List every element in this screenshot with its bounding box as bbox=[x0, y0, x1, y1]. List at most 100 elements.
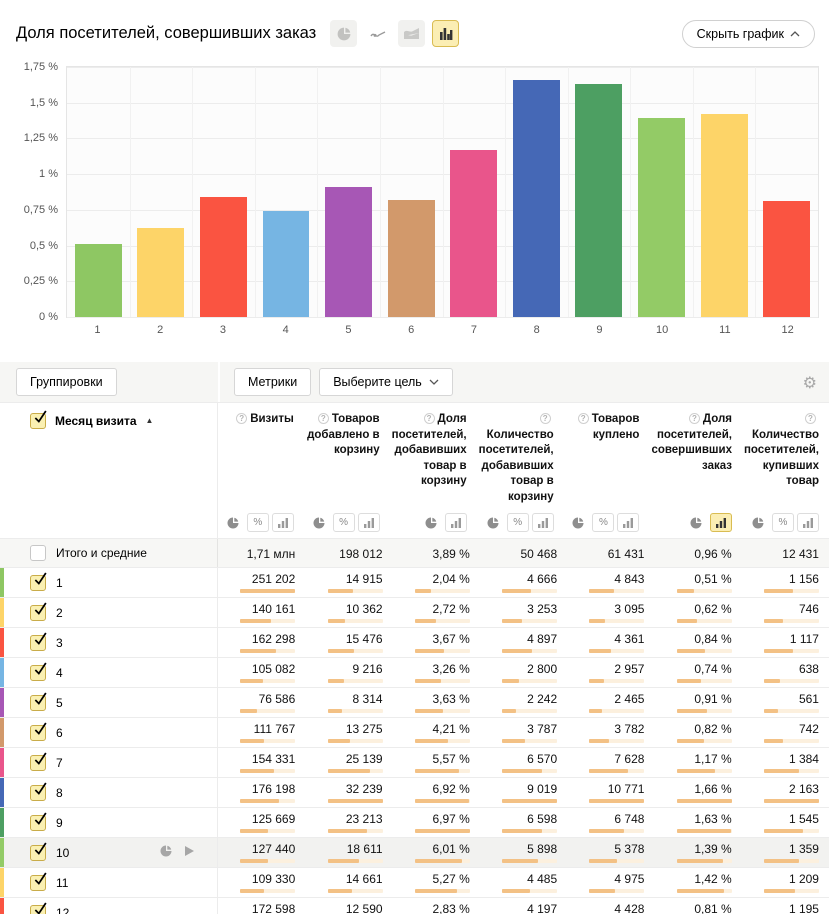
row-checkbox[interactable] bbox=[30, 572, 47, 591]
row-checkbox[interactable] bbox=[30, 692, 47, 711]
hide-chart-button[interactable]: Скрыть график bbox=[681, 19, 815, 48]
help-icon[interactable]: ? bbox=[539, 413, 551, 424]
bar-month-2[interactable] bbox=[137, 228, 185, 317]
table-row[interactable]: 10 127 440 18 611 6,01 % 5 898 5 378 1,39 % 1 3… bbox=[0, 837, 829, 868]
metric-percent-toggle-icon[interactable]: % bbox=[506, 513, 529, 533]
metric-value: 3 095 bbox=[614, 602, 645, 617]
metric-value: 23 213 bbox=[345, 812, 383, 827]
metric-cell: 0,51 % bbox=[654, 568, 741, 597]
table-row[interactable]: 3 162 298 15 476 3,67 % 4 897 4 361 0,84 % 1 11… bbox=[0, 627, 829, 658]
bar-month-7[interactable] bbox=[450, 149, 498, 317]
row-checkbox[interactable] bbox=[30, 842, 47, 861]
metric-cell: 32 239 bbox=[305, 778, 392, 807]
metric-bar-toggle-icon[interactable] bbox=[357, 513, 380, 533]
help-icon[interactable]: ? bbox=[423, 413, 435, 424]
row-checkbox[interactable] bbox=[30, 632, 47, 651]
bar-month-5[interactable] bbox=[325, 187, 373, 317]
row-checkbox[interactable] bbox=[30, 722, 47, 741]
metric-bar-toggle-icon[interactable] bbox=[531, 513, 554, 533]
metric-mini-bar bbox=[589, 799, 645, 804]
metric-percent-toggle-icon[interactable]: % bbox=[246, 513, 269, 533]
table-row[interactable]: 2 140 161 10 362 2,72 % 3 253 3 095 0,62 % 746 bbox=[0, 597, 829, 628]
metric-percent-toggle-icon[interactable]: % bbox=[772, 513, 794, 533]
bar-month-9[interactable] bbox=[575, 84, 623, 317]
metric-pie-toggle-icon[interactable] bbox=[685, 513, 707, 532]
bar-month-10[interactable] bbox=[638, 118, 685, 317]
bar-month-6[interactable] bbox=[387, 199, 435, 317]
metric-bar-toggle-icon[interactable] bbox=[617, 513, 640, 533]
settings-gear-icon[interactable]: ⚙ bbox=[802, 372, 817, 392]
table-row[interactable]: 8 176 198 32 239 6,92 % 9 019 10 771 1,66 % 2 1… bbox=[0, 777, 829, 808]
metric-pie-toggle-icon[interactable] bbox=[420, 513, 442, 532]
metrics-button[interactable]: Метрики bbox=[234, 368, 312, 396]
totals-checkbox[interactable] bbox=[30, 545, 46, 562]
metric-percent-toggle-icon[interactable]: % bbox=[592, 513, 615, 533]
row-checkbox[interactable] bbox=[30, 782, 47, 801]
metric-bar-toggle-icon[interactable] bbox=[709, 513, 732, 533]
metric-mini-bar bbox=[589, 589, 645, 594]
metric-pie-toggle-icon[interactable] bbox=[747, 513, 769, 532]
metric-cell: 561 bbox=[742, 688, 829, 717]
help-icon[interactable]: ? bbox=[317, 413, 329, 424]
row-month-label: 8 bbox=[56, 785, 63, 800]
metric-mini-bar bbox=[676, 769, 732, 774]
table-row[interactable]: 11 109 330 14 661 5,27 % 4 485 4 975 1,42 % 1 2… bbox=[0, 867, 829, 898]
metric-cell: 251 202 bbox=[218, 568, 305, 597]
metric-mini-bar bbox=[414, 769, 470, 774]
row-checkbox[interactable] bbox=[30, 752, 47, 771]
bar-month-12[interactable] bbox=[763, 201, 811, 317]
metric-pie-toggle-icon[interactable] bbox=[222, 513, 244, 532]
bar-month-1[interactable] bbox=[74, 244, 122, 317]
metric-bar-toggle-icon[interactable] bbox=[271, 513, 294, 533]
x-axis-tick-label: 9 bbox=[596, 324, 603, 336]
table-row[interactable]: 5 76 586 8 314 3,63 % 2 242 2 465 0,91 % 561 bbox=[0, 687, 829, 718]
metric-mini-bar bbox=[676, 589, 732, 594]
bar-month-4[interactable] bbox=[262, 211, 310, 317]
table-row[interactable]: 6 111 767 13 275 4,21 % 3 787 3 782 0,82 % 742 bbox=[0, 717, 829, 748]
metric-cell: 4 843 bbox=[567, 568, 654, 597]
metric-pie-toggle-icon[interactable] bbox=[567, 513, 589, 532]
sort-asc-icon[interactable]: ▲ bbox=[145, 416, 154, 425]
metric-cell: 1 209 bbox=[742, 868, 829, 897]
pie-chart-icon[interactable] bbox=[160, 844, 172, 862]
bar-chart-icon[interactable] bbox=[432, 20, 460, 47]
line-chart-icon[interactable] bbox=[364, 20, 391, 47]
metric-pie-toggle-icon[interactable] bbox=[482, 513, 504, 532]
table-row[interactable]: 9 125 669 23 213 6,97 % 6 598 6 748 1,63 % 1 54… bbox=[0, 807, 829, 838]
drilldown-play-icon[interactable] bbox=[184, 844, 195, 862]
row-checkbox[interactable] bbox=[30, 872, 47, 891]
metric-pie-toggle-icon[interactable] bbox=[308, 513, 330, 532]
bar-month-3[interactable] bbox=[199, 197, 247, 317]
table-row[interactable]: 1 251 202 14 915 2,04 % 4 666 4 843 0,51 % 1 15… bbox=[0, 567, 829, 598]
help-icon[interactable]: ? bbox=[236, 413, 248, 424]
help-icon[interactable]: ? bbox=[805, 413, 816, 424]
metric-percent-toggle-icon[interactable]: % bbox=[332, 513, 355, 533]
metric-value: 4 666 bbox=[527, 572, 558, 587]
select-goal-button[interactable]: Выберите цель bbox=[319, 368, 453, 396]
row-checkbox[interactable] bbox=[30, 602, 47, 621]
metric-mini-bar bbox=[763, 769, 819, 774]
row-label-cell: 10 bbox=[0, 838, 218, 868]
table-row[interactable]: 12 172 598 12 590 2,83 % 4 197 4 428 0,81 % 1 1… bbox=[0, 897, 829, 914]
metric-bar-toggle-icon[interactable] bbox=[444, 513, 467, 533]
gridline-vertical bbox=[692, 67, 694, 317]
bar-month-11[interactable] bbox=[700, 114, 748, 317]
metric-bar-toggle-icon[interactable] bbox=[797, 513, 819, 533]
groupings-button[interactable]: Группировки bbox=[16, 368, 117, 396]
table-row[interactable]: 4 105 082 9 216 3,26 % 2 800 2 957 0,74 % 638 bbox=[0, 657, 829, 688]
x-axis-tick-label: 1 bbox=[94, 324, 101, 336]
row-checkbox[interactable] bbox=[30, 812, 47, 831]
stacked-area-chart-icon[interactable] bbox=[398, 20, 426, 47]
bar-month-8[interactable] bbox=[512, 79, 560, 317]
help-icon[interactable]: ? bbox=[577, 413, 589, 424]
row-checkbox[interactable] bbox=[30, 902, 47, 914]
pie-chart-icon[interactable] bbox=[330, 20, 358, 47]
totals-value: 198 012 bbox=[339, 547, 383, 562]
help-icon[interactable]: ? bbox=[688, 413, 700, 424]
table-row[interactable]: 7 154 331 25 139 5,57 % 6 570 7 628 1,17 % 1 38… bbox=[0, 747, 829, 778]
metric-mini-bar bbox=[414, 829, 470, 834]
row-checkbox[interactable] bbox=[30, 662, 47, 681]
metric-display-toggles: % bbox=[744, 513, 819, 533]
row-label-cell: 12 bbox=[0, 898, 218, 914]
select-all-checkbox[interactable] bbox=[30, 410, 47, 429]
